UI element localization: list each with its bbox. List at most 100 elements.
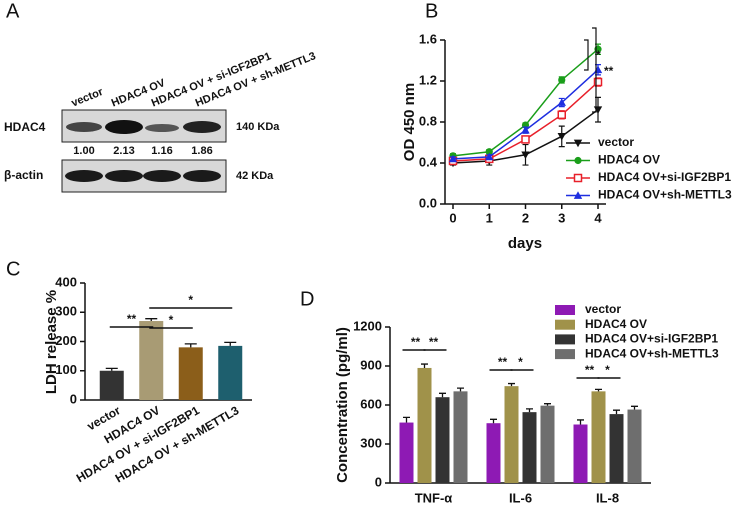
- x-tick-label: 4: [594, 210, 602, 225]
- marker: [448, 154, 458, 163]
- band: [66, 122, 102, 132]
- error-bar: [184, 343, 197, 348]
- y-tick-label: 400: [55, 274, 77, 289]
- x-tick-label: TNF-α: [415, 490, 453, 505]
- y-tick-label: 600: [360, 396, 382, 411]
- legend-label: HDAC4 OV+si-IGF2BP1: [585, 332, 718, 346]
- legend-swatch: [555, 334, 575, 345]
- y-tick-label: 1200: [353, 318, 382, 333]
- legend-swatch: [555, 349, 575, 360]
- error-bar: [577, 419, 584, 425]
- band: [105, 120, 143, 134]
- band: [65, 170, 103, 182]
- bar: [504, 386, 519, 483]
- bar: [417, 367, 432, 483]
- ratio: 1.00: [73, 145, 94, 157]
- error-bar: [490, 418, 497, 424]
- legend-label: vector: [585, 302, 621, 316]
- marker: [485, 148, 493, 156]
- y-tick-label: 0: [375, 474, 382, 489]
- ratio: 2.13: [113, 145, 134, 157]
- bar: [609, 414, 624, 483]
- sig-label: **: [498, 355, 508, 369]
- y-tick-label: 200: [55, 333, 77, 348]
- bar: [573, 424, 588, 483]
- sig-label: **: [585, 363, 595, 377]
- sig-label: *: [518, 355, 523, 369]
- bar: [627, 409, 642, 483]
- bar: [540, 405, 555, 483]
- marker: [558, 76, 566, 84]
- marker: [593, 77, 603, 87]
- sig-label: *: [188, 293, 193, 307]
- band: [183, 121, 221, 133]
- bar: [435, 397, 450, 483]
- y-axis-title: LDH release %: [43, 290, 60, 394]
- error-bar: [145, 318, 158, 322]
- marker: [557, 110, 566, 120]
- error-bar: [457, 387, 464, 392]
- marker: [593, 65, 603, 74]
- legend-label: HDAC4 OV+si-IGF2BP1: [598, 170, 731, 184]
- y-axis-title: OD 450 nm: [401, 83, 418, 161]
- legend-marker: [573, 173, 583, 183]
- error-bar: [403, 416, 410, 423]
- y-tick-label: 300: [55, 304, 77, 319]
- bar: [99, 370, 124, 400]
- y-tick-label: 0.8: [419, 113, 437, 128]
- legend-label: HDAC4 OV: [585, 317, 647, 331]
- sig-bracket: [584, 39, 589, 71]
- marker: [557, 132, 566, 141]
- sig-label: *: [605, 363, 610, 377]
- lane-label: vector: [70, 86, 106, 110]
- band: [145, 124, 179, 132]
- y-tick-label: 0.4: [419, 154, 438, 169]
- legend-marker: [574, 156, 582, 165]
- legend-label: HDAC4 OV+sh-METTL3: [585, 346, 719, 360]
- marker: [485, 152, 494, 161]
- error-bar: [421, 363, 428, 368]
- marker: [557, 98, 566, 106]
- bar: [178, 347, 203, 400]
- error-bar: [508, 382, 515, 387]
- x-tick-label: 2: [522, 210, 529, 225]
- error-bar: [595, 388, 602, 392]
- x-tick-label: IL-6: [509, 490, 532, 505]
- panel-letter: B: [425, 0, 438, 22]
- error-bar: [526, 408, 533, 413]
- legend-label: vector: [598, 135, 634, 149]
- size-label: 42 KDa: [236, 170, 274, 182]
- error-bar: [631, 405, 638, 410]
- x-tick-label: 0: [449, 210, 456, 225]
- y-tick-label: 300: [360, 435, 382, 450]
- bar: [522, 412, 537, 483]
- band: [183, 170, 221, 182]
- error-bar: [439, 392, 446, 398]
- x-axis-title: days: [508, 235, 542, 252]
- bar: [453, 391, 468, 483]
- ratio: 1.86: [191, 145, 212, 157]
- y-tick-label: 100: [55, 362, 77, 377]
- blot-panel: A vector HDAC4 OV HDAC4 OV + si-IGF2BP1 …: [4, 0, 318, 193]
- bar: [486, 423, 501, 483]
- y-tick-label: 1.6: [419, 31, 437, 46]
- bar: [139, 321, 164, 400]
- sig-bracket: [592, 27, 597, 113]
- bar: [399, 422, 414, 483]
- error-bar: [544, 403, 551, 406]
- sig-label: **: [429, 335, 439, 349]
- bar: [218, 345, 243, 400]
- x-tick-label: 3: [558, 210, 565, 225]
- legend-marker: [573, 191, 583, 199]
- error-bar: [613, 409, 620, 415]
- y-axis-title: Concentration (pg/ml): [334, 327, 351, 483]
- sig-label: **: [411, 335, 421, 349]
- marker: [521, 135, 530, 144]
- legend-label: HDAC4 OV: [598, 153, 660, 167]
- size-label: 140 KDa: [236, 121, 280, 133]
- y-tick-label: 0.0: [419, 195, 437, 210]
- legend-label: HDAC4 OV+sh-METTL3: [598, 188, 732, 202]
- legend-swatch: [555, 305, 575, 315]
- row-label: β-actin: [4, 168, 43, 182]
